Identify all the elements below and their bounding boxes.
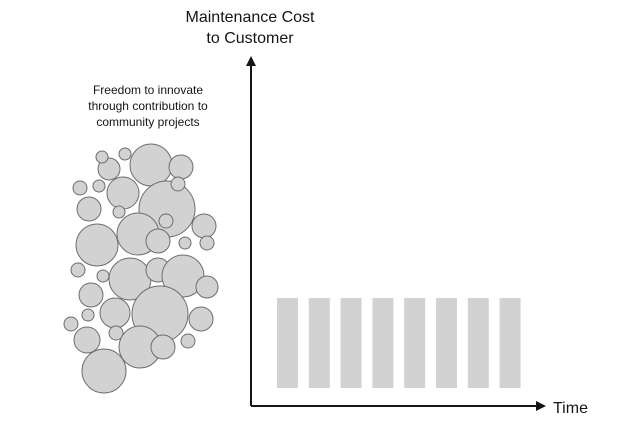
community-project-bubble bbox=[195, 275, 219, 299]
community-project-bubble bbox=[108, 325, 124, 341]
community-project-bubble bbox=[76, 196, 102, 222]
community-project-bubble bbox=[63, 316, 79, 332]
community-project-bubble bbox=[96, 269, 110, 283]
maintenance-bar bbox=[308, 298, 330, 388]
maintenance-bar bbox=[277, 298, 298, 388]
community-project-bubble bbox=[191, 213, 217, 239]
maintenance-bar bbox=[436, 298, 457, 388]
community-projects-bubbles bbox=[63, 143, 219, 394]
y-axis-title: Maintenance Cost to Customer bbox=[185, 9, 315, 47]
community-project-bubble bbox=[72, 180, 88, 196]
community-project-bubble bbox=[178, 236, 192, 250]
community-project-bubble bbox=[158, 213, 174, 229]
community-project-bubble bbox=[99, 297, 131, 329]
community-project-bubble bbox=[95, 150, 109, 164]
community-project-bubble bbox=[75, 223, 119, 267]
maintenance-bar bbox=[340, 298, 362, 388]
community-project-bubble bbox=[106, 176, 140, 210]
freedom-to-innovate-label: Freedom to innovate through contribution… bbox=[88, 83, 208, 129]
x-axis-title: Time bbox=[553, 400, 588, 417]
community-project-bubble bbox=[112, 205, 126, 219]
community-project-bubble bbox=[199, 235, 215, 251]
community-project-bubble bbox=[81, 348, 127, 394]
community-project-bubble bbox=[81, 308, 95, 322]
maintenance-bar bbox=[467, 298, 489, 388]
community-project-bubble bbox=[188, 306, 214, 332]
maintenance-bar bbox=[404, 298, 426, 388]
community-project-bubble bbox=[168, 154, 194, 180]
community-project-bubble bbox=[180, 333, 196, 349]
community-project-bubble bbox=[170, 176, 186, 192]
community-project-bubble bbox=[70, 262, 86, 278]
community-project-bubble bbox=[145, 228, 171, 254]
community-project-bubble bbox=[150, 334, 176, 360]
maintenance-cost-bars bbox=[277, 298, 521, 388]
community-project-bubble bbox=[78, 282, 104, 308]
community-project-bubble bbox=[129, 143, 173, 187]
community-project-bubble bbox=[73, 326, 101, 354]
community-project-bubble bbox=[118, 147, 132, 161]
maintenance-bar bbox=[372, 298, 394, 388]
maintenance-bar bbox=[499, 298, 521, 388]
community-project-bubble bbox=[97, 157, 121, 181]
community-project-bubble bbox=[92, 179, 106, 193]
